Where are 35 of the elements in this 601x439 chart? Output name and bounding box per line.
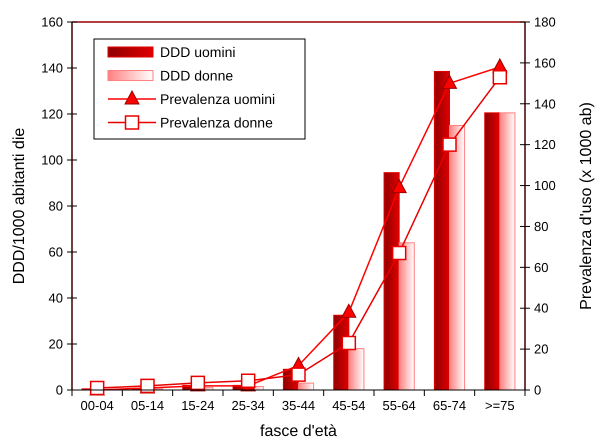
y-tick-label: 60: [48, 244, 63, 260]
y2-tick-label: 60: [534, 260, 548, 275]
legend-label: DDD donne: [160, 68, 234, 84]
y2-tick-label: 0: [534, 382, 542, 398]
x-tick-label: 05-14: [130, 398, 164, 413]
x-tick-label: 35-44: [282, 398, 316, 413]
y-tick-label: 40: [48, 290, 63, 306]
y-tick-label: 0: [56, 382, 63, 398]
y-tick-label: 20: [48, 336, 63, 352]
x-tick-label: 00-04: [80, 398, 114, 413]
x-tick-label: 15-24: [181, 398, 214, 413]
x-tick-label: 45-54: [332, 398, 366, 413]
y-axis-title: DDD/1000 abitanti die: [11, 128, 28, 284]
x-tick-label: 25-34: [232, 398, 265, 413]
y2-tick-label: 20: [534, 342, 548, 357]
y-tick-label: 80: [48, 198, 63, 214]
y2-tick-label: 100: [534, 178, 556, 194]
y-tick-label: 120: [41, 106, 63, 122]
legend-label: Prevalenza uomini: [160, 91, 276, 107]
x-axis-title: fasce d'età: [260, 423, 338, 439]
x-tick-label: 65-74: [432, 398, 466, 413]
y2-tick-label: 120: [534, 137, 556, 152]
y2-tick-label: 40: [534, 300, 548, 316]
y2-tick-label: 140: [534, 96, 556, 112]
y-tick-label: 140: [41, 60, 63, 76]
y2-tick-label: 180: [534, 14, 556, 30]
legend-label: DDD uomini: [160, 44, 236, 60]
y2-tick-label: 80: [534, 218, 548, 234]
legend-label: Prevalenza donne: [160, 114, 274, 130]
x-tick-label: >=75: [485, 398, 515, 413]
y-tick-label: 160: [41, 14, 63, 30]
y2-tick-label: 160: [534, 55, 556, 70]
y2-axis-title: Prevalenza d'uso (x 1000 ab): [578, 102, 595, 310]
x-tick-label: 55-64: [382, 398, 416, 413]
y-tick-label: 100: [41, 152, 63, 168]
